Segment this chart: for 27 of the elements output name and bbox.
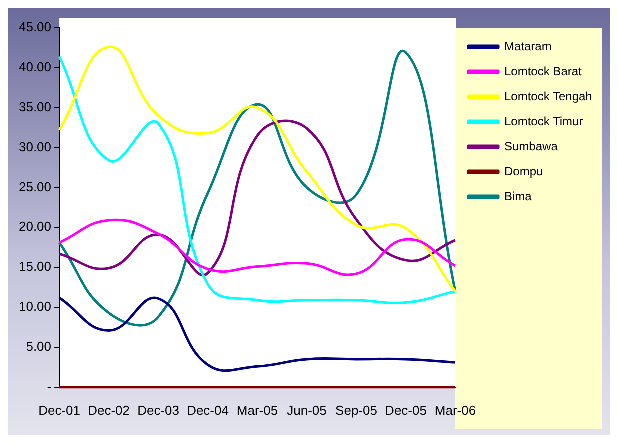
y-tick-label: 35.00 [18,99,52,114]
x-tick-label: Dec-03 [138,402,180,418]
x-tick-label: Jun-05 [287,402,327,418]
x-tick-label: Mar-05 [236,402,278,418]
legend-label: Dompu [504,164,544,178]
legend-label: Sumbawa [504,139,558,154]
legend-label: Lomtock Barat [504,64,583,78]
legend-label: Mataram [504,39,552,54]
x-tick-label: Dec-05 [385,402,427,418]
legend-label: Lomtock Timur [504,114,584,128]
y-tick-label: 25.00 [18,179,52,194]
x-tick-label: Dec-02 [88,402,130,418]
x-tick-label: Mar-06 [434,402,476,418]
x-tick-label: Dec-04 [187,402,229,418]
y-tick-label: 20.00 [18,219,52,234]
y-tick-label: 15.00 [18,259,52,274]
x-tick-label: Dec-01 [38,402,80,418]
x-tick-label: Sep-05 [336,402,378,418]
y-tick-label: - [47,378,52,394]
legend-label: Bima [504,189,532,204]
y-tick-label: 45.00 [18,20,52,35]
y-tick-label: 5.00 [26,339,52,354]
y-tick-label: 30.00 [18,139,52,154]
y-tick-label: 40.00 [18,60,52,75]
y-tick-label: 10.00 [18,299,52,314]
line-series [58,218,457,276]
legend-label: Lomtock Tengah [504,89,592,104]
